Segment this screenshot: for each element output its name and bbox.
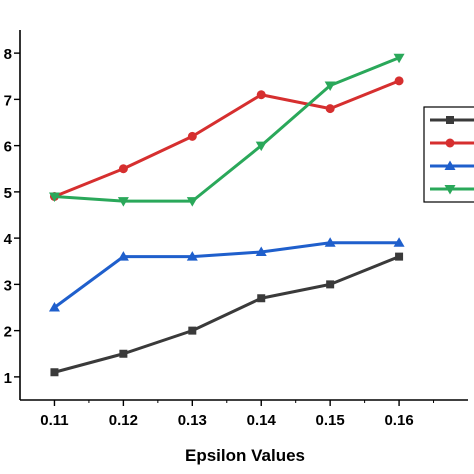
y-tick-label: 7 (4, 92, 12, 109)
data-point-marker (445, 138, 455, 148)
data-point-marker (255, 141, 267, 152)
data-point-marker (444, 185, 456, 195)
y-tick-label: 4 (4, 231, 13, 248)
x-tick-label: 0.12 (109, 412, 138, 429)
data-point-marker (187, 131, 197, 141)
series-layer (48, 53, 405, 377)
series-line (54, 56, 400, 203)
data-point-marker (117, 197, 129, 207)
data-point-marker (117, 251, 129, 261)
legend-entry (430, 185, 474, 195)
y-tick-label: 1 (4, 370, 12, 387)
series-line (53, 79, 400, 198)
data-point-marker (446, 116, 454, 124)
x-tick-label: 0.15 (316, 412, 345, 429)
data-point-marker (326, 280, 335, 289)
legend-entry (430, 160, 474, 170)
y-tick-label: 2 (4, 324, 12, 341)
legend-entry (430, 116, 474, 124)
x-tick-label: 0.13 (178, 412, 207, 429)
data-point-marker (256, 90, 266, 100)
data-point-marker (188, 326, 197, 335)
y-tick-label: 6 (4, 139, 12, 156)
data-point-marker (48, 302, 60, 312)
data-point-marker (395, 252, 404, 261)
data-point-marker (444, 160, 456, 170)
y-tick-label: 8 (4, 46, 12, 63)
data-point-marker (393, 53, 405, 64)
x-tick-label: 0.14 (247, 412, 277, 429)
series-4 (48, 53, 405, 207)
data-point-marker (186, 197, 198, 207)
data-point-marker (257, 294, 266, 303)
series-3 (48, 237, 405, 312)
data-point-marker (50, 368, 59, 377)
x-axis-label: Epsilon Values (185, 446, 305, 465)
y-tick-label: 3 (4, 277, 12, 294)
data-point-marker (186, 251, 198, 261)
data-point-marker (255, 246, 267, 256)
data-point-marker (393, 237, 405, 247)
data-point-marker (394, 76, 404, 86)
legend-entry (430, 138, 474, 148)
data-point-marker (48, 192, 60, 202)
y-axis-ticks: 1 2 3 4 5 6 7 8 (4, 46, 20, 387)
x-tick-label: 0.11 (40, 412, 68, 429)
axes (19, 30, 468, 401)
series-1 (50, 252, 404, 377)
x-tick-label: 0.16 (384, 412, 413, 429)
data-point-marker (118, 164, 128, 174)
x-axis-ticks: 0.11 0.12 0.13 0.14 0.15 0.16 (40, 400, 435, 429)
series-line (53, 241, 400, 309)
data-point-marker (324, 237, 336, 247)
series-line (54, 255, 400, 374)
legend (423, 106, 474, 203)
data-point-marker (119, 349, 128, 358)
data-point-marker (324, 81, 336, 91)
y-tick-label: 5 (4, 185, 12, 202)
series-2 (49, 76, 404, 201)
data-point-marker (325, 104, 335, 114)
